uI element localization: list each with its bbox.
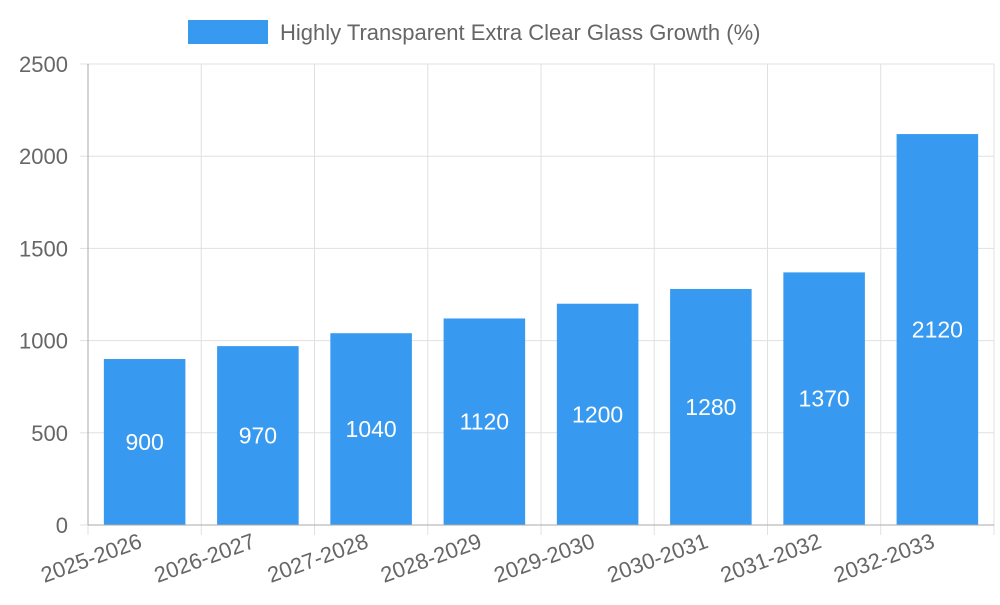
x-tick-label: 2029-2030 — [491, 528, 598, 587]
x-tick-label: 2032-2033 — [830, 528, 937, 587]
bar[interactable] — [783, 272, 865, 525]
bar-value-label: 970 — [239, 423, 277, 449]
bars — [103, 134, 979, 525]
x-tick-label: 2025-2026 — [38, 528, 145, 587]
grid — [88, 63, 995, 525]
bar[interactable] — [670, 288, 752, 525]
bar-value-label: 1120 — [460, 409, 509, 435]
legend-swatch — [188, 20, 268, 44]
legend-label: Highly Transparent Extra Clear Glass Gro… — [280, 20, 761, 45]
bar-value-label: 900 — [125, 429, 163, 455]
axes — [80, 63, 995, 535]
bar-value-label: 1040 — [346, 416, 397, 442]
x-tick-label: 2031-2032 — [717, 528, 824, 587]
y-tick-label: 2000 — [19, 144, 68, 169]
y-tick-label: 0 — [56, 513, 68, 538]
bar[interactable] — [103, 359, 186, 525]
legend[interactable]: Highly Transparent Extra Clear Glass Gro… — [188, 20, 761, 45]
bar[interactable] — [443, 318, 526, 525]
bar-value-label: 1370 — [799, 386, 850, 412]
bar-value-label: 1200 — [572, 401, 623, 427]
y-tick-label: 500 — [31, 421, 68, 446]
bar-value-label: 1280 — [685, 394, 736, 420]
bar[interactable] — [896, 134, 979, 525]
x-tick-label: 2026-2027 — [151, 528, 258, 587]
x-tick-label: 2027-2028 — [264, 528, 371, 587]
bar[interactable] — [217, 346, 299, 525]
bar[interactable] — [556, 303, 639, 525]
x-tick-label: 2030-2031 — [604, 528, 711, 587]
bar-value-label: 2120 — [912, 317, 963, 343]
bar[interactable] — [330, 333, 412, 525]
x-tick-label: 2028-2029 — [377, 528, 484, 587]
y-tick-label: 1000 — [19, 329, 68, 354]
y-tick-label: 1500 — [19, 236, 68, 261]
y-tick-label: 2500 — [19, 52, 68, 77]
